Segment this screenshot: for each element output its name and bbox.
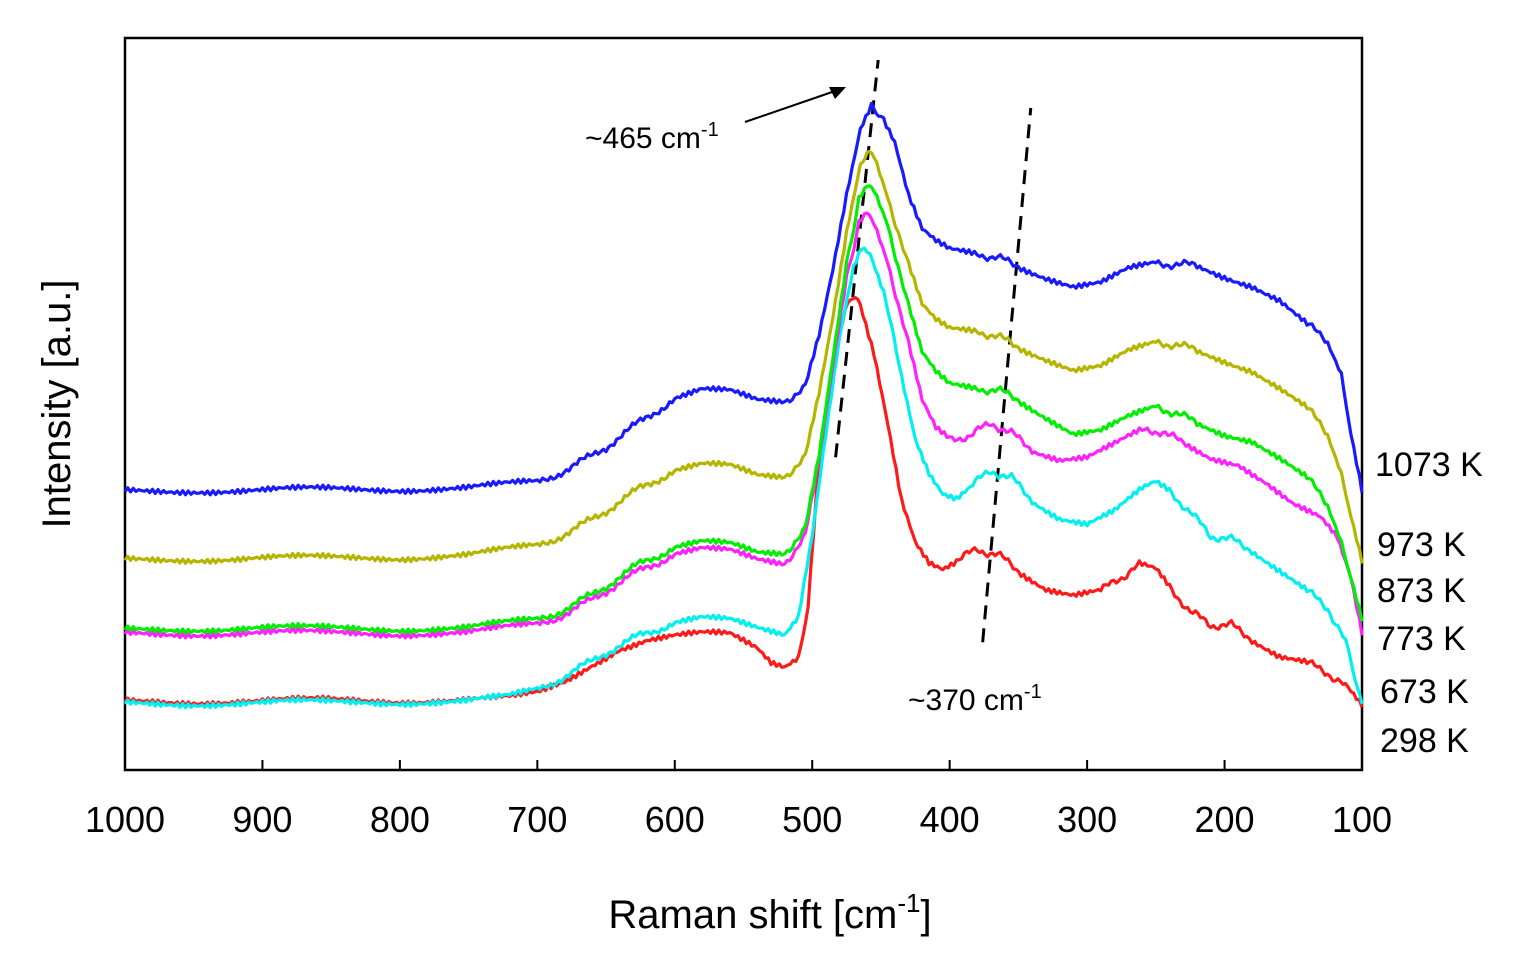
- x-tick-label-100: 100: [1332, 799, 1392, 840]
- series-label-1073K: 1073 K: [1375, 446, 1483, 484]
- annotation-370: ~370 cm-1: [908, 681, 1042, 717]
- annotation-465-arrow: [744, 87, 846, 123]
- series-label-873K: 873 K: [1377, 572, 1466, 610]
- annotation-465: ~465 cm-1: [585, 119, 719, 155]
- series-line-298K: [123, 296, 1364, 708]
- x-ticks: 1000 900 800 700 600 500 400 300 200 100: [85, 760, 1392, 840]
- x-tick-label-600: 600: [645, 799, 705, 840]
- series-line-873K: [123, 184, 1364, 635]
- series-label-973K: 973 K: [1377, 526, 1466, 564]
- x-axis-label-sup: -1: [897, 888, 920, 918]
- series-label-298K: 298 K: [1380, 722, 1469, 760]
- series-line-773K: [123, 211, 1364, 640]
- guide-lines: [834, 59, 1033, 643]
- annotation-370-sup: -1: [1024, 681, 1042, 703]
- x-tick-label-200: 200: [1195, 799, 1255, 840]
- x-tick-label-800: 800: [370, 799, 430, 840]
- series-line-673K: [123, 246, 1364, 710]
- guide-line-2: [981, 107, 1033, 643]
- annotation-370-main: ~370 cm: [908, 684, 1024, 717]
- plot-frame: [123, 36, 1364, 772]
- annotation-465-main: ~465 cm: [585, 122, 701, 155]
- x-tick-label-300: 300: [1057, 799, 1117, 840]
- x-tick-label-500: 500: [782, 799, 842, 840]
- x-tick-label-900: 900: [232, 799, 292, 840]
- series-label-673K: 673 K: [1380, 673, 1469, 711]
- y-axis-label: Intensity [a.u.]: [35, 279, 79, 528]
- x-tick-label-700: 700: [507, 799, 567, 840]
- series-line-973K: [123, 149, 1364, 565]
- guide-line-1: [834, 59, 880, 458]
- series-label-773K: 773 K: [1377, 620, 1466, 658]
- series-lines: [123, 101, 1364, 710]
- x-axis-label: Raman shift [cm-1]: [608, 888, 931, 937]
- x-tick-label-400: 400: [920, 799, 980, 840]
- series-line-1073K: [123, 101, 1364, 497]
- x-tick-label-1000: 1000: [85, 799, 165, 840]
- annotation-465-sup: -1: [701, 119, 719, 141]
- x-axis-label-suffix: ]: [920, 893, 931, 937]
- x-axis-label-main: Raman shift [cm: [608, 893, 897, 937]
